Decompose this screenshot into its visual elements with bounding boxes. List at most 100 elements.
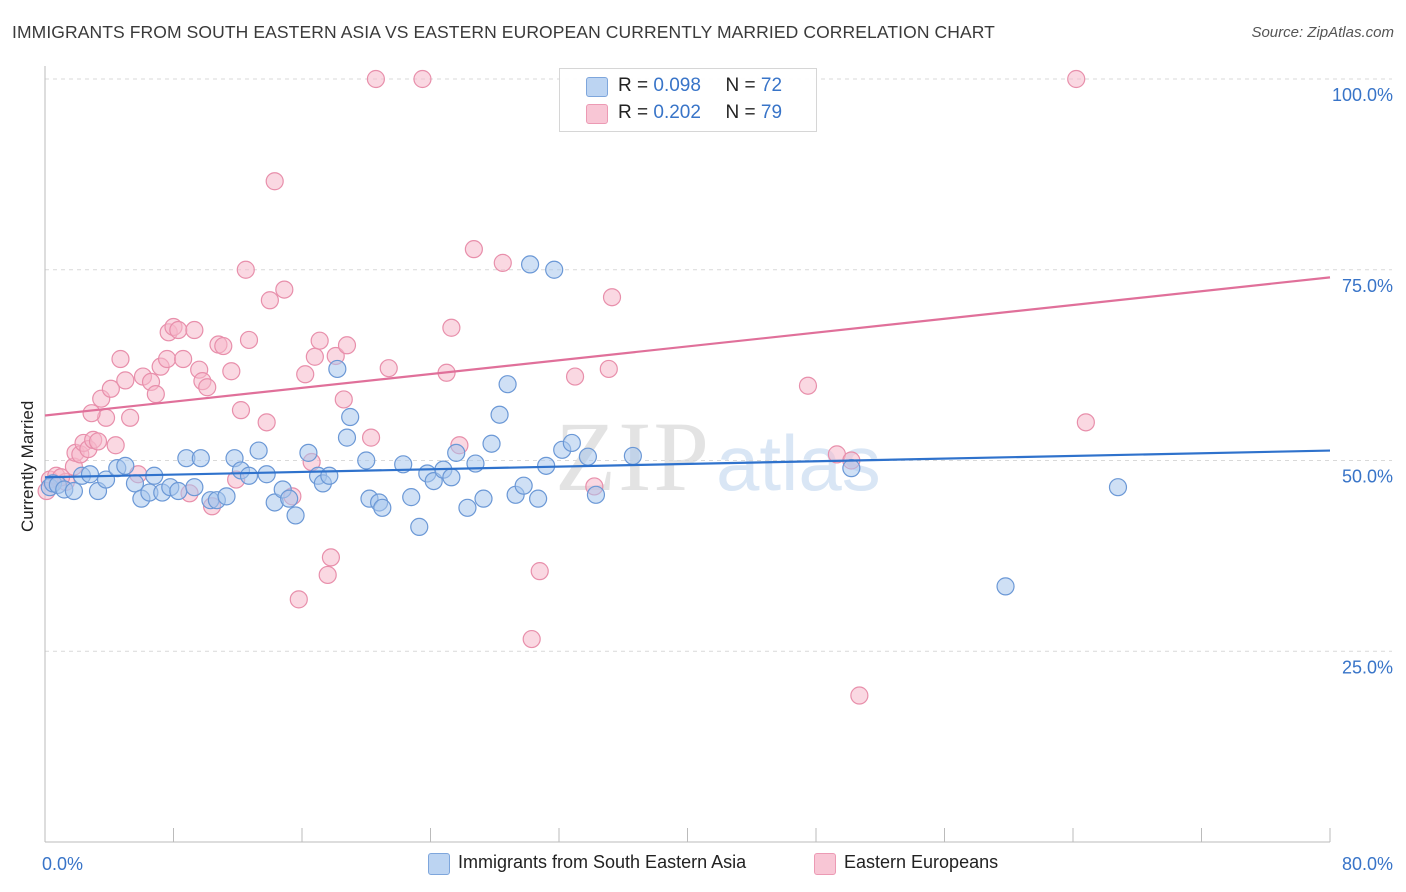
eastern-europeans-point	[321, 548, 341, 567]
bottom-legend-label-series2: Eastern Europeans	[844, 852, 999, 872]
south-eastern-asia-point	[520, 255, 540, 274]
eastern-europeans-point	[493, 253, 512, 272]
bottom-legend-swatch-pink	[814, 853, 836, 875]
legend-r-label: R =	[618, 102, 649, 123]
eastern-europeans-point	[565, 367, 585, 386]
south-eastern-asia-point	[410, 517, 429, 536]
south-eastern-asia-point	[529, 489, 548, 508]
eastern-europeans-point	[265, 172, 284, 191]
south-eastern-asia-point	[64, 481, 84, 501]
trend-line-south-eastern-asia	[44, 449, 1331, 479]
south-eastern-asia-point	[373, 498, 392, 517]
south-eastern-asia-point	[842, 459, 861, 478]
legend-n-value: 79	[760, 102, 783, 123]
south-eastern-asia-point	[394, 455, 413, 474]
eastern-europeans-point	[361, 428, 381, 447]
eastern-europeans-point	[275, 280, 294, 299]
south-eastern-asia-point	[623, 446, 642, 466]
south-eastern-asia-point	[482, 434, 501, 453]
legend-n-label: N =	[725, 75, 756, 96]
legend-text-series1: R = 0.098 N = 72	[618, 75, 782, 97]
south-eastern-asia-point	[442, 468, 461, 487]
eastern-europeans-point	[239, 330, 259, 350]
legend-text-series2: R = 0.202 N = 79	[618, 102, 782, 124]
south-eastern-asia-point	[357, 451, 376, 470]
axes	[44, 66, 1331, 843]
south-eastern-asia-point	[458, 498, 477, 517]
tick-labels: 25.0% 50.0% 75.0% 100.0% 0.0% 80.0%	[42, 85, 1393, 874]
south-eastern-asia-point	[116, 456, 135, 475]
legend-r-label: R =	[618, 75, 649, 96]
eastern-europeans-point	[522, 629, 541, 649]
eastern-europeans-point	[464, 240, 483, 259]
y-tick-label: 100.0%	[1332, 85, 1393, 105]
eastern-europeans-point	[121, 408, 140, 427]
south-eastern-asia-point	[514, 476, 533, 495]
eastern-europeans-point	[850, 686, 869, 705]
south-eastern-asia-point	[402, 488, 421, 507]
source-label: Source: ZipAtlas.com	[1251, 24, 1394, 41]
legend-n-label: N =	[725, 102, 756, 123]
eastern-europeans-point	[379, 359, 398, 378]
eastern-europeans-point	[798, 376, 818, 395]
eastern-europeans-point	[101, 379, 120, 398]
eastern-europeans-point	[185, 320, 204, 340]
south-eastern-asia-point	[337, 428, 357, 447]
eastern-europeans-point	[413, 69, 432, 89]
south-eastern-asia-point	[586, 485, 606, 504]
eastern-europeans-point	[310, 331, 329, 350]
eastern-europeans-point	[174, 349, 193, 369]
south-eastern-asia-point	[1108, 478, 1128, 497]
eastern-europeans-point	[305, 347, 324, 366]
y-axis-label: Currently Married	[18, 400, 37, 532]
south-eastern-asia-point	[996, 577, 1015, 596]
legend-r-value: 0.202	[653, 102, 701, 123]
trend-lines	[44, 276, 1331, 479]
eastern-europeans-point	[157, 349, 177, 369]
legend-r-value: 0.098	[653, 75, 701, 96]
eastern-europeans-point	[106, 436, 125, 455]
y-tick-label: 50.0%	[1342, 467, 1393, 487]
south-eastern-asia-point	[169, 481, 188, 501]
south-eastern-asia-point	[320, 466, 339, 485]
eastern-europeans-point	[222, 362, 241, 381]
eastern-europeans-point	[111, 349, 130, 369]
eastern-europeans-point	[296, 365, 315, 384]
south-eastern-asia-point	[280, 489, 299, 508]
eastern-europeans-point	[530, 562, 549, 581]
south-eastern-asia-point	[249, 441, 268, 460]
trend-line-eastern-europeans	[44, 276, 1331, 417]
eastern-europeans-point	[116, 371, 135, 390]
south-eastern-asia-point	[578, 447, 598, 466]
south-eastern-asia-point	[447, 443, 466, 462]
south-eastern-asia-point	[474, 489, 493, 508]
eastern-europeans-point	[231, 401, 251, 420]
south-eastern-asia-point	[80, 465, 100, 484]
eastern-europeans-point	[198, 378, 217, 397]
eastern-europeans-point	[257, 413, 276, 432]
eastern-europeans-point	[442, 318, 461, 337]
eastern-europeans-point	[88, 432, 108, 451]
south-eastern-asia-point	[562, 433, 581, 453]
eastern-europeans-point	[169, 320, 188, 340]
eastern-europeans-point	[236, 260, 255, 279]
x-tick-label-min: 0.0%	[42, 854, 83, 874]
south-eastern-asia-point	[191, 449, 210, 468]
south-eastern-asia-point	[299, 443, 318, 462]
eastern-europeans-point	[260, 291, 279, 310]
south-eastern-asia-point	[185, 478, 204, 497]
y-tick-label: 25.0%	[1342, 657, 1393, 677]
legend: R = 0.098 N = 72 R = 0.202 N = 79	[559, 68, 817, 132]
grid	[45, 78, 1392, 652]
eastern-europeans-point	[337, 336, 357, 355]
bottom-legend-swatch-blue	[428, 853, 450, 875]
eastern-europeans-point	[1076, 413, 1095, 432]
south-eastern-asia-point	[545, 260, 564, 279]
eastern-europeans-point	[1067, 69, 1086, 89]
eastern-europeans-point	[602, 288, 622, 307]
eastern-europeans-point	[334, 390, 353, 409]
south-eastern-asia-point	[217, 487, 236, 506]
south-eastern-asia-point	[257, 465, 276, 484]
eastern-europeans-point	[146, 385, 165, 404]
